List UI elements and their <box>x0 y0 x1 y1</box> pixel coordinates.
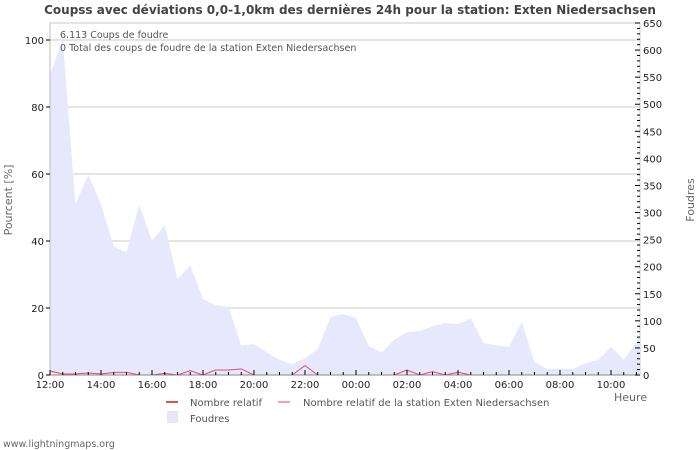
left-tick-label: 60 <box>31 170 44 181</box>
x-tick-label: 18:00 <box>189 380 218 391</box>
legend-swatch-foudres <box>167 411 178 423</box>
left-tick-label: 40 <box>31 237 44 248</box>
x-axis-ticks <box>49 370 637 375</box>
x-tick-label: 08:00 <box>546 380 575 391</box>
right-tick-label: 650 <box>643 19 662 30</box>
x-tick-label: 02:00 <box>393 380 422 391</box>
right-tick-label: 0 <box>643 371 649 382</box>
chart-title: Coupss avec déviations 0,0-1,0km des der… <box>44 3 656 17</box>
right-tick-label: 450 <box>643 127 662 138</box>
plot-area <box>49 22 641 376</box>
right-tick-label: 150 <box>643 290 662 301</box>
right-tick-label: 500 <box>643 100 662 111</box>
x-tick-label: 10:00 <box>597 380 626 391</box>
right-tick-label: 550 <box>643 73 662 84</box>
left-tick-label: 100 <box>25 36 44 47</box>
right-tick-label: 100 <box>643 317 662 328</box>
footer-link[interactable]: www.lightningmaps.org <box>3 439 115 450</box>
left-axis-ticks: 0 20 40 60 80 100 <box>25 36 50 382</box>
legend-label-station: Nombre relatif de la station Exten Niede… <box>303 398 549 409</box>
right-tick-label: 200 <box>643 263 662 274</box>
x-axis-label: Heure <box>614 391 647 404</box>
left-tick-label: 80 <box>31 103 44 114</box>
right-tick-label: 600 <box>643 46 662 57</box>
x-tick-label: 22:00 <box>291 380 320 391</box>
right-tick-label: 400 <box>643 154 662 165</box>
x-tick-label: 14:00 <box>87 380 116 391</box>
right-axis-label: Foudres <box>684 178 697 222</box>
legend: Nombre relatif Nombre relatif de la stat… <box>166 398 549 425</box>
annotation-station-total: 0 Total des coups de foudre de la statio… <box>60 43 356 54</box>
right-tick-label: 350 <box>643 181 662 192</box>
left-tick-label: 20 <box>31 304 44 315</box>
x-tick-label: 12:00 <box>36 380 65 391</box>
right-tick-label: 250 <box>643 236 662 247</box>
x-tick-label: 04:00 <box>444 380 473 391</box>
x-axis-tick-labels: 12:00 14:00 16:00 18:00 20:00 22:00 00:00 02:00… <box>36 380 626 391</box>
left-axis-label: Pourcent [%] <box>2 165 15 236</box>
right-tick-label: 50 <box>643 344 656 355</box>
left-tick-label: 0 <box>38 371 44 382</box>
x-tick-label: 00:00 <box>342 380 371 391</box>
foudres-area <box>50 39 640 375</box>
annotation-strikes: 6.113 Coups de foudre <box>60 30 168 41</box>
legend-label-relative: Nombre relatif <box>190 398 263 409</box>
x-tick-label: 06:00 <box>495 380 524 391</box>
right-axis-ticks: 0 50 100 150 200 250 300 350 400 450 500 550 600 650 <box>635 19 662 382</box>
legend-label-foudres: Foudres <box>190 414 229 425</box>
x-tick-label: 16:00 <box>138 380 167 391</box>
right-tick-label: 300 <box>643 209 662 220</box>
x-tick-label: 20:00 <box>240 380 269 391</box>
